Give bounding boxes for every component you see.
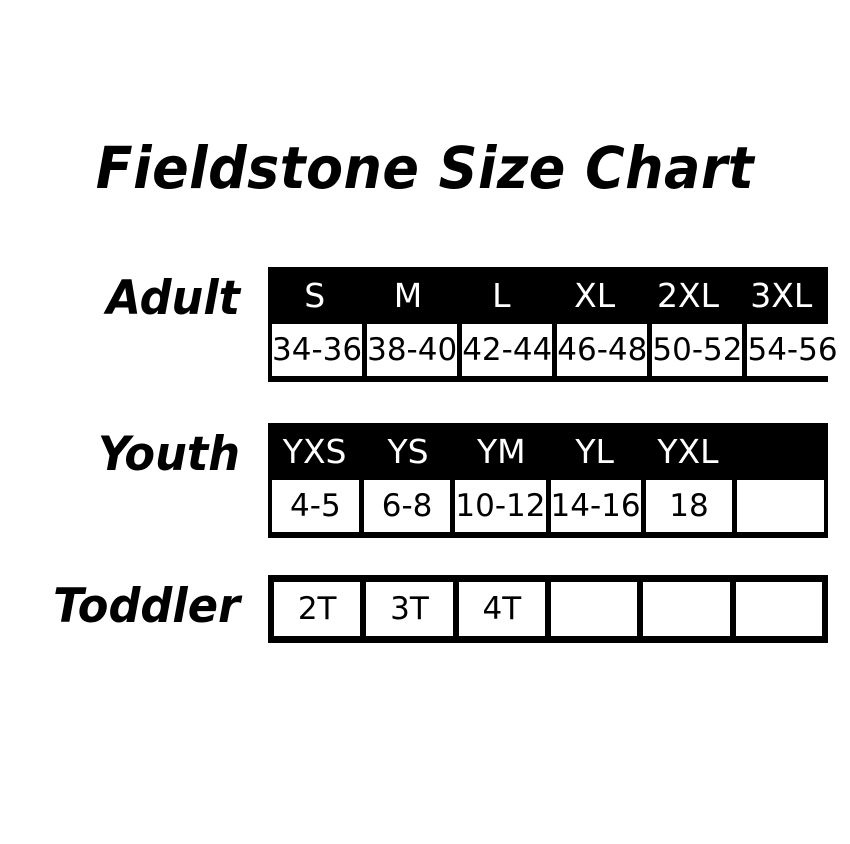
value-cell: 3T <box>366 582 453 636</box>
value-cell <box>735 582 822 636</box>
value-cell: 38-40 <box>367 324 458 376</box>
value-cell <box>550 582 638 636</box>
header-cell: S <box>268 267 362 324</box>
value-cell: 4-5 <box>272 480 359 532</box>
value-cell: 4T <box>458 582 545 636</box>
value-cell <box>643 582 730 636</box>
page-title: Fieldstone Size Chart <box>95 134 755 202</box>
row-label-toddler: Toddler <box>53 579 241 634</box>
table-values-youth: 4-5 6-8 10-12 14-16 18 <box>268 480 828 538</box>
row-label-youth: Youth <box>97 427 240 482</box>
row-label-adult: Adult <box>106 271 240 326</box>
header-cell: L <box>454 267 548 324</box>
header-cell <box>734 423 828 480</box>
value-cell: 34-36 <box>272 324 363 376</box>
header-cell: YXS <box>268 423 362 480</box>
value-cell: 50-52 <box>652 324 743 376</box>
table-values-toddler: 2T 3T 4T <box>274 582 822 636</box>
header-cell: YS <box>361 423 455 480</box>
value-cell: 54-56 <box>747 324 838 376</box>
table-values-adult: 34-36 38-40 42-44 46-48 50-52 54-56 <box>268 324 838 382</box>
value-cell: 10-12 <box>455 480 546 532</box>
size-table-youth: YXS YS YM YL YXL 4-5 6-8 10-12 14-16 18 <box>268 423 828 538</box>
value-cell: 18 <box>645 480 733 532</box>
table-header-youth: YXS YS YM YL YXL <box>268 423 828 480</box>
value-cell: 14-16 <box>550 480 641 532</box>
size-table-toddler: 2T 3T 4T <box>268 575 828 643</box>
value-cell <box>737 480 824 532</box>
header-cell: YXL <box>641 423 735 480</box>
value-cell: 46-48 <box>557 324 648 376</box>
header-cell: YL <box>547 423 642 480</box>
value-cell: 42-44 <box>462 324 553 376</box>
header-cell: XL <box>547 267 642 324</box>
table-header-adult: S M L XL 2XL 3XL <box>268 267 828 324</box>
header-cell: M <box>361 267 455 324</box>
header-cell: 2XL <box>641 267 735 324</box>
value-cell: 2T <box>274 582 361 636</box>
value-cell: 6-8 <box>363 480 451 532</box>
header-cell: 3XL <box>734 267 828 324</box>
header-cell: YM <box>454 423 548 480</box>
size-table-adult: S M L XL 2XL 3XL 34-36 38-40 42-44 46-48… <box>268 267 838 382</box>
